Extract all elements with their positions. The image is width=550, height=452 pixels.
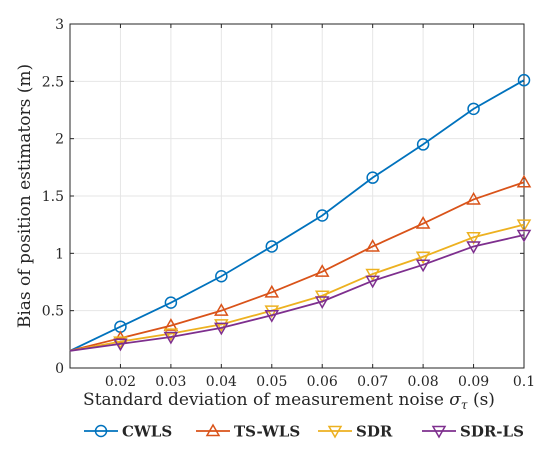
data-point-ts-wls-2: [163, 318, 179, 331]
y-tick-label-6: 3: [55, 17, 64, 33]
data-point-cwls-2: [164, 296, 178, 309]
x-tick-label-5: 0.07: [357, 374, 388, 390]
data-point-sdr-2: [163, 328, 179, 342]
x-tick-label-6: 0.08: [408, 374, 439, 390]
series-group: [69, 73, 532, 352]
legend-entry-ts-wls: TS-WLS: [196, 423, 300, 441]
data-point-sdr-ls-6: [365, 275, 380, 289]
legend-entry-sdr: SDR: [318, 423, 393, 441]
data-point-sdr-ls-9: [516, 229, 532, 243]
data-point-sdr-ls-1: [113, 338, 128, 352]
series-sdr: [69, 219, 532, 352]
data-point-cwls-5: [315, 209, 329, 222]
data-point-cwls-6: [366, 171, 379, 184]
legend-label-sdr-ls: SDR-LS: [460, 423, 524, 441]
data-point-ts-wls-9: [516, 174, 532, 188]
data-point-ts-wls-7: [415, 216, 431, 229]
data-point-ts-wls-4: [264, 284, 280, 298]
data-point-ts-wls-6: [365, 238, 380, 252]
data-point-ts-wls-3: [214, 303, 229, 316]
data-point-sdr-1: [113, 336, 128, 350]
grid: [70, 23, 525, 369]
data-point-ts-wls-5: [314, 264, 330, 277]
x-tick-label-0: 0.02: [105, 374, 136, 390]
data-point-sdr-ls-4: [264, 310, 280, 323]
legend-entry-cwls: CWLS: [84, 423, 172, 441]
series-cwls: [69, 73, 531, 352]
x-tick-label-8: 0.1: [513, 374, 535, 390]
legend-entry-sdr-ls: SDR-LS: [422, 423, 524, 441]
data-point-cwls-3: [215, 270, 228, 283]
legend: CWLS TS-WLS SDR SDR-LS: [84, 423, 524, 441]
data-point-sdr-ls-7: [415, 259, 431, 273]
data-point-cwls-7: [416, 138, 430, 151]
y-axis-label: Bias of position estimators (m): [15, 64, 35, 328]
x-tick-label-3: 0.05: [256, 374, 287, 390]
y-tick-label-3: 1.5: [42, 189, 64, 205]
series-ts-wls: [69, 174, 532, 352]
data-point-sdr-7: [415, 251, 431, 265]
legend-marker-cwls: [94, 424, 108, 438]
data-point-sdr-ls-2: [163, 331, 179, 345]
legend-marker-ts-wls: [205, 423, 221, 437]
x-tick-label-7: 0.09: [458, 374, 489, 390]
series-line-ts-wls: [69, 181, 525, 352]
x-tick-label-4: 0.06: [307, 374, 338, 390]
data-point-sdr-ls-8: [466, 241, 481, 254]
series-line-cwls: [69, 79, 525, 352]
series-line-sdr: [69, 223, 525, 352]
data-point-cwls-9: [517, 73, 531, 87]
data-point-ts-wls-8: [466, 191, 481, 205]
y-tick-label-4: 2: [55, 132, 64, 148]
series-line-sdr-ls: [69, 234, 525, 352]
x-axis-label: Standard deviation of measurement noise …: [83, 390, 495, 412]
x-tick-label-2: 0.04: [206, 374, 237, 390]
y-tick-label-2: 1: [55, 246, 64, 262]
x-tick-label-1: 0.03: [155, 374, 186, 390]
series-sdr-ls: [69, 229, 532, 352]
data-point-sdr-6: [365, 268, 380, 282]
data-point-cwls-8: [467, 102, 480, 116]
data-point-sdr-ls-3: [214, 322, 229, 336]
x-axis-ticks: 0.02 0.03 0.04 0.05 0.06 0.07 0.08 0.09 0.1: [105, 24, 535, 390]
data-point-sdr-3: [214, 319, 229, 332]
y-tick-label-5: 2.5: [42, 74, 64, 90]
y-axis-ticks: 0 0.5 1 1.5 2 2.5 3: [42, 17, 524, 377]
data-point-sdr-ls-5: [314, 296, 330, 310]
y-tick-label-0: 0: [55, 361, 64, 377]
y-tick-label-1: 0.5: [42, 304, 64, 320]
legend-marker-sdr: [327, 425, 343, 439]
legend-marker-sdr-ls: [431, 425, 447, 439]
data-point-cwls-4: [265, 240, 279, 253]
legend-label-sdr: SDR: [356, 423, 393, 441]
legend-label-cwls: CWLS: [122, 423, 172, 441]
data-point-sdr-8: [466, 232, 481, 245]
legend-label-ts-wls: TS-WLS: [234, 423, 300, 441]
data-point-sdr-9: [516, 219, 532, 233]
